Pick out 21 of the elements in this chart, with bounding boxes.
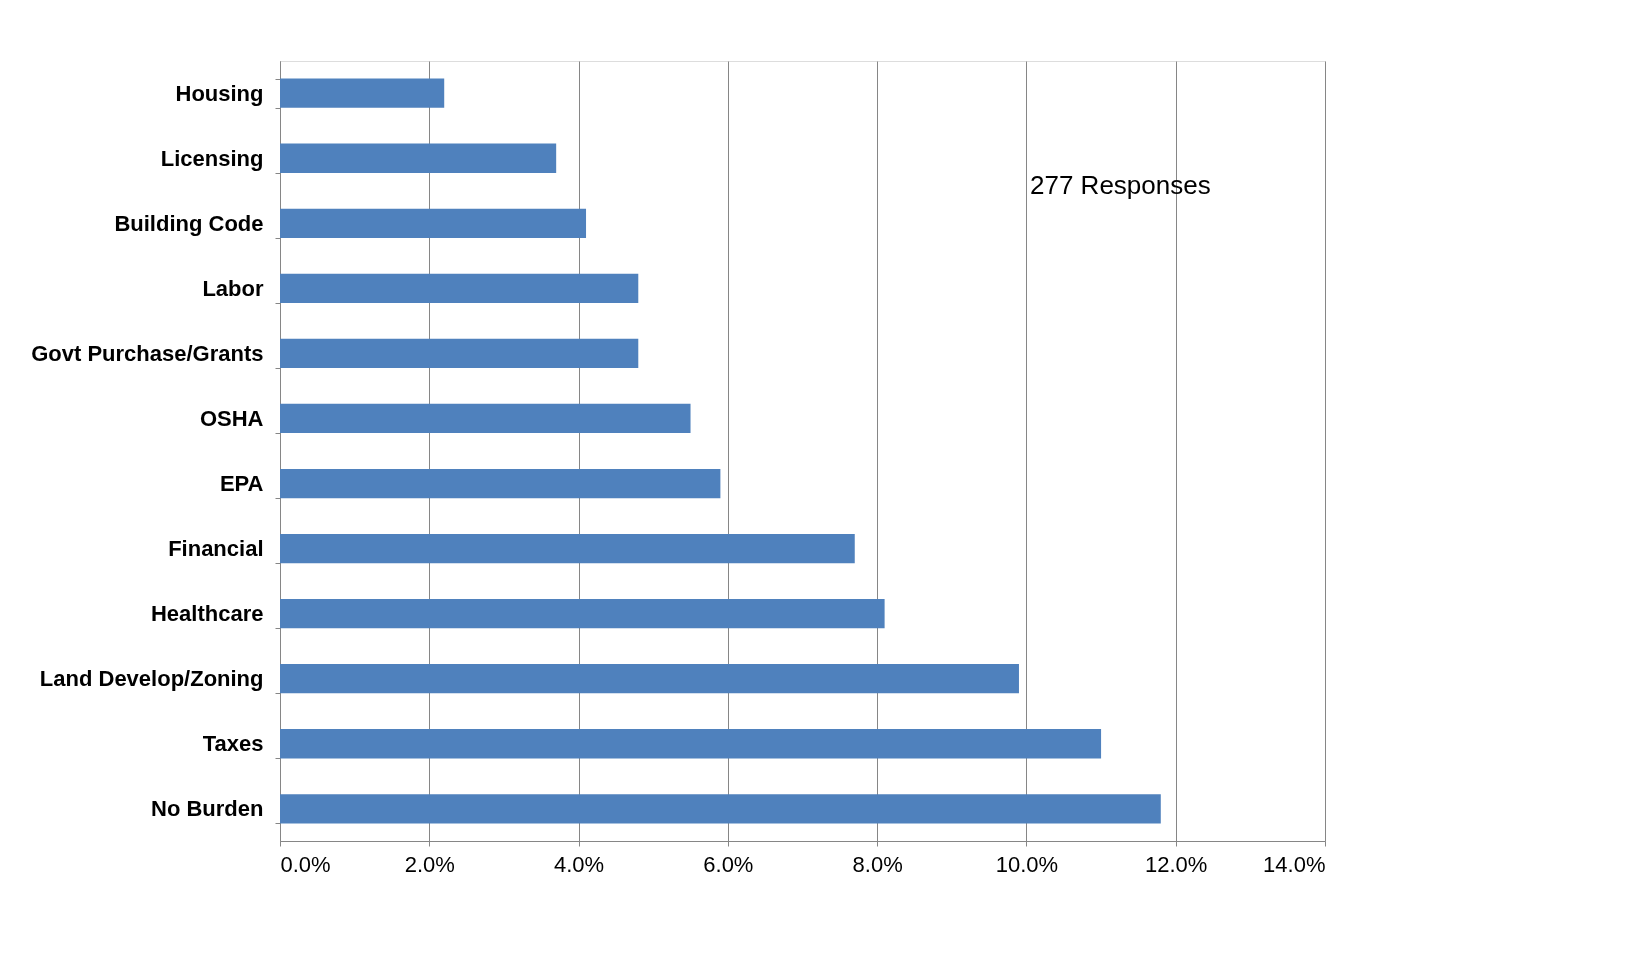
x-tick-label: 6.0% [703, 851, 754, 877]
x-tick-label: 10.0% [995, 851, 1059, 877]
x-tick-label: 0.0% [280, 851, 331, 877]
y-tick-label: Housing [175, 80, 264, 106]
y-tick-label: OSHA [199, 405, 264, 431]
y-tick-label: Labor [202, 275, 264, 301]
y-tick-label: Taxes [202, 731, 264, 757]
y-tick-label: Financial [168, 536, 264, 562]
y-tick-label: Building Code [114, 210, 264, 236]
x-tick-label: 2.0% [404, 851, 455, 877]
y-tick-label: Healthcare [150, 601, 264, 627]
annotation: 277 Responses [1030, 170, 1211, 200]
y-tick-label: EPA [219, 471, 264, 497]
x-tick-label: 14.0% [1263, 851, 1326, 877]
y-tick-label: Land Develop/Zoning [39, 666, 264, 692]
y-tick-label: Licensing [160, 145, 264, 171]
y-tick-label: Govt Purchase/Grants [31, 340, 264, 366]
x-tick-label: 12.0% [1145, 851, 1208, 877]
x-tick-label: 4.0% [553, 851, 605, 877]
x-tick-label: 8.0% [852, 851, 903, 877]
y-tick-label: No Burden [151, 796, 264, 822]
